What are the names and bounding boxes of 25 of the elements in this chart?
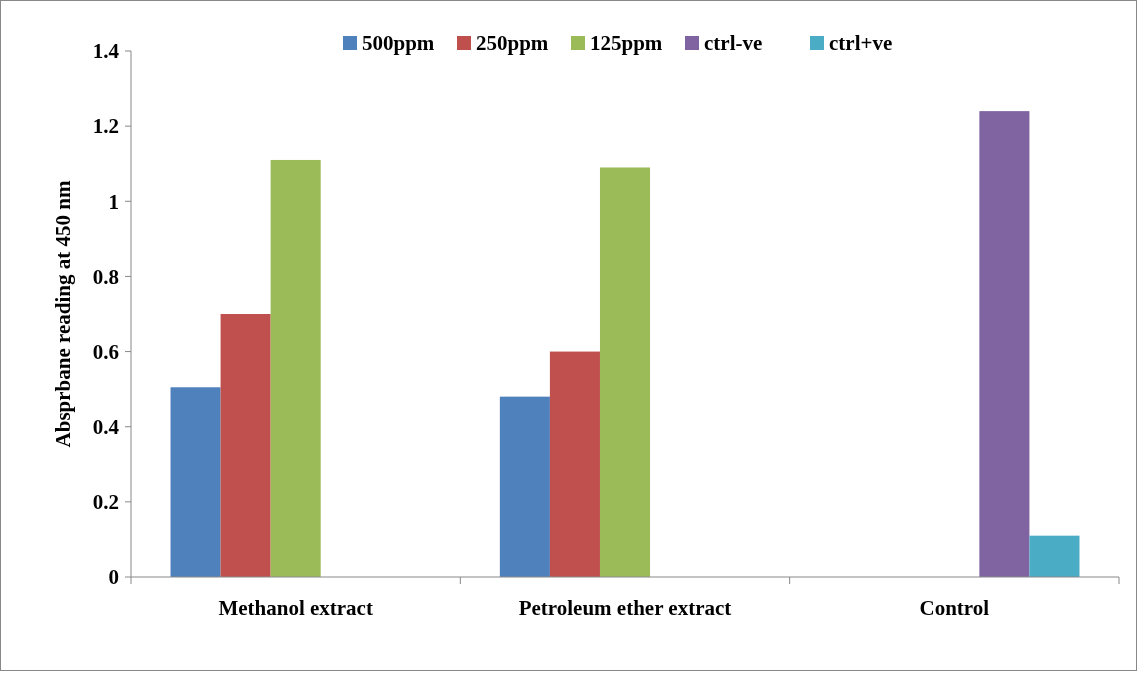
y-tick-label: 1.2 <box>92 114 119 139</box>
legend-label: ctrl+ve <box>829 31 893 56</box>
legend-label: ctrl-ve <box>704 31 763 56</box>
y-tick-label: 0.8 <box>92 264 119 289</box>
bar <box>220 314 271 577</box>
y-tick-label: 0 <box>108 565 119 590</box>
bar <box>979 111 1030 577</box>
x-tick-label: Methanol extract <box>218 596 373 620</box>
bar <box>499 396 550 577</box>
bar <box>1029 535 1080 577</box>
legend-label: 250ppm <box>476 31 549 56</box>
legend-label: 125ppm <box>590 31 663 56</box>
y-axis-title: Absprbane reading at 450 nm <box>51 180 75 448</box>
bar <box>599 167 651 577</box>
y-tick-label: 1.4 <box>92 39 120 64</box>
y-tick-label: 0.2 <box>92 490 119 515</box>
legend-label: 500ppm <box>362 31 435 56</box>
x-tick-label: Petroleum ether extract <box>518 596 732 620</box>
bar <box>270 159 321 577</box>
bar <box>549 351 600 577</box>
x-tick-label: Control <box>919 596 990 620</box>
y-tick-label: 0.4 <box>92 415 120 440</box>
y-tick-label: 1 <box>108 189 119 214</box>
y-tick-label: 0.6 <box>92 339 119 364</box>
bar <box>170 387 221 577</box>
